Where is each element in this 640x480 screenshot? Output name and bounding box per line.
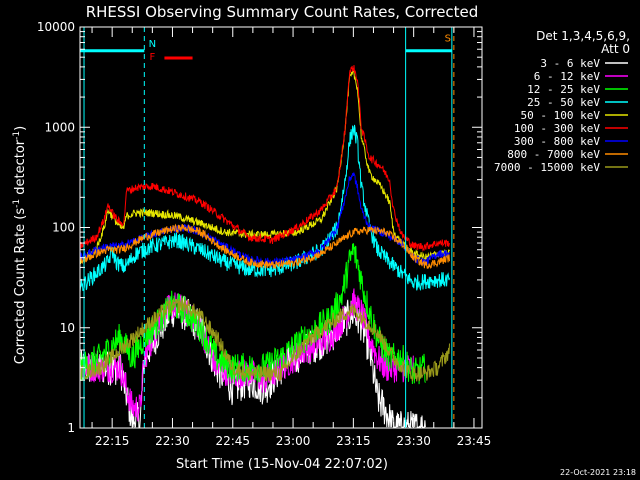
legend-label-2: 12 - 25 keV	[527, 83, 600, 96]
legend-label-5: 100 - 300 keV	[514, 122, 600, 135]
y-axis-label-main: Corrected Count Rate (s	[13, 208, 28, 365]
legend-label-6: 300 - 800 keV	[514, 135, 600, 148]
legend-label-0: 3 - 6 keV	[540, 57, 600, 70]
x-tick-label-4: 23:15	[336, 434, 371, 448]
y-tick-label-3: 1000	[44, 120, 75, 134]
y-axis-label: Corrected Count Rate (s-1 detector-1)	[12, 126, 28, 364]
plot-content	[80, 27, 455, 428]
y-tick-label-4: 10000	[37, 20, 75, 34]
y-axis-label-end: )	[13, 126, 28, 131]
y-tick-label-1: 10	[60, 321, 75, 335]
series-line-2	[80, 243, 426, 385]
legend-label-3: 25 - 50 keV	[527, 96, 600, 109]
series-line-0	[80, 295, 426, 428]
legend-header-line-2: Att 0	[601, 42, 630, 56]
x-tick-label-3: 23:00	[276, 434, 311, 448]
x-tick-label-0: 22:15	[95, 434, 130, 448]
series-line-5	[80, 65, 450, 252]
flag-label-1: F	[149, 52, 155, 63]
axes: 1 10 100 1000 10000 22:15 22:30 22:45 23:00 23:15…	[37, 20, 491, 448]
y-tick-label-2: 100	[52, 221, 75, 235]
y-axis-label-mid: detector	[13, 139, 28, 199]
render-timestamp: 22-Oct-2021 23:18	[560, 468, 636, 477]
x-tick-label-2: 22:45	[215, 434, 250, 448]
legend-label-8: 7000 - 15000 keV	[494, 161, 600, 174]
plot-area: NF S	[80, 27, 455, 428]
series-line-8	[80, 297, 450, 382]
flag-label-0: N	[149, 39, 156, 50]
legend-label-4: 50 - 100 keV	[521, 109, 601, 122]
legend-label-7: 800 - 7000 keV	[507, 148, 600, 161]
y-axis-label-sup2: -1	[12, 131, 22, 140]
x-axis-label: Start Time (15-Nov-04 22:07:02)	[176, 457, 388, 472]
legend-header-line-1: Det 1,3,4,5,6,9,	[536, 29, 630, 43]
legend-label-1: 6 - 12 keV	[534, 70, 601, 83]
series-line-7	[80, 223, 450, 270]
flag-label-2: S	[445, 33, 451, 44]
x-tick-label-6: 23:45	[457, 434, 492, 448]
y-tick-label-0: 1	[67, 421, 75, 435]
y-axis-label-sup1: -1	[12, 199, 22, 208]
chart-title: RHESSI Observing Summary Count Rates, Co…	[86, 3, 479, 21]
x-tick-label-1: 22:30	[155, 434, 190, 448]
x-tick-label-5: 23:30	[396, 434, 431, 448]
